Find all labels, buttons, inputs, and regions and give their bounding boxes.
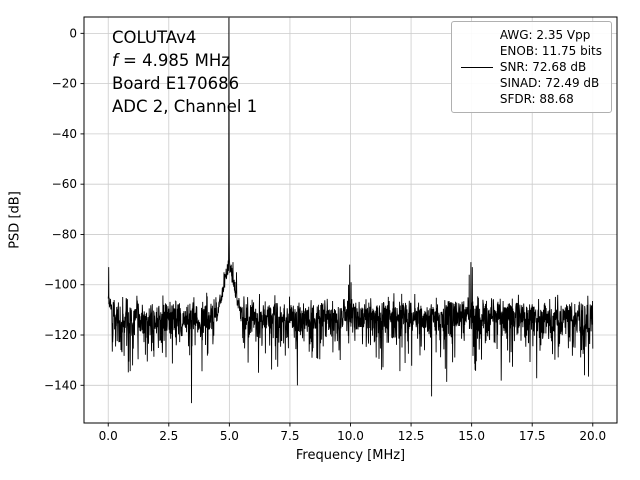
annotation-line-device: COLUTAv4: [112, 28, 197, 47]
x-tick-label: 17.5: [519, 429, 546, 443]
y-tick-label: −140: [44, 378, 77, 392]
x-tick-label: 10.0: [337, 429, 364, 443]
x-tick-label: 7.5: [280, 429, 299, 443]
annotation-line-channel: ADC 2, Channel 1: [112, 97, 258, 116]
legend-entry: SNR: 72.68 dB: [499, 60, 587, 74]
y-tick-label: −100: [44, 278, 77, 292]
legend-entry: SFDR: 88.68: [499, 92, 574, 106]
legend: AWG: 2.35 Vpp ENOB: 11.75 bits SNR: 72.68 …: [450, 21, 612, 113]
legend-entry: ENOB: 11.75 bits: [499, 44, 602, 58]
y-tick-label: −40: [52, 127, 77, 141]
legend-entries: AWG: 2.35 Vpp ENOB: 11.75 bits SNR: 72.68 …: [500, 27, 602, 107]
annotation-block: COLUTAv4 f = 4.985 MHz Board E170686 ADC…: [112, 26, 257, 118]
frequency-value: = 4.985 MHz: [117, 51, 230, 70]
legend-entry: AWG: 2.35 Vpp: [499, 28, 591, 42]
y-tick-label: −20: [52, 77, 77, 91]
x-tick-label: 20.0: [579, 429, 606, 443]
legend-entry: SINAD: 72.49 dB: [499, 76, 600, 90]
y-tick-label: 0: [69, 26, 77, 40]
spectrum-trace: [107, 17, 594, 404]
x-tick-label: 12.5: [398, 429, 425, 443]
x-tick-label: 2.5: [159, 429, 178, 443]
annotation-line-board: Board E170686: [112, 74, 240, 93]
x-tick-label: 15.0: [458, 429, 485, 443]
legend-line-sample: [460, 66, 493, 68]
x-tick-label: 5.0: [220, 429, 239, 443]
frequency-symbol: f: [112, 51, 118, 70]
y-tick-label: −80: [52, 227, 77, 241]
x-tick-label: 0.0: [99, 429, 118, 443]
y-tick-label: −60: [52, 177, 77, 191]
y-tick-label: −120: [44, 328, 77, 342]
y-axis-label: PSD [dB]: [7, 191, 23, 249]
annotation-line-frequency: f = 4.985 MHz: [112, 49, 257, 72]
x-axis-label: Frequency [MHz]: [295, 448, 406, 463]
